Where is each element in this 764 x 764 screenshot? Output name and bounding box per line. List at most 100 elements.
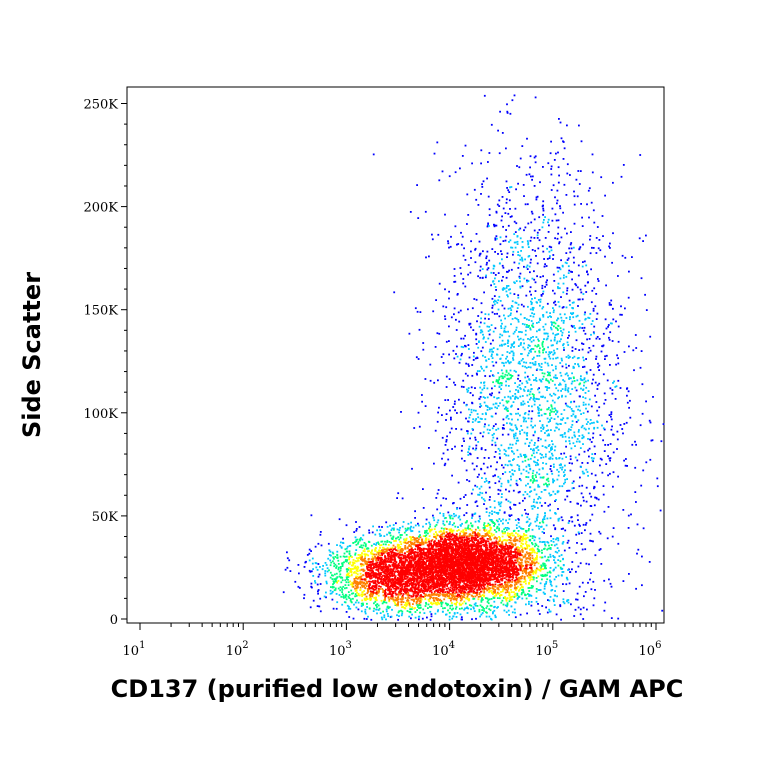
- data-point: [571, 410, 574, 412]
- data-point: [440, 600, 443, 602]
- data-point: [604, 601, 607, 604]
- data-point: [609, 472, 611, 475]
- data-point: [457, 311, 460, 314]
- data-point: [563, 602, 566, 605]
- data-point: [516, 557, 519, 559]
- data-point: [530, 396, 532, 399]
- data-point: [514, 396, 517, 399]
- data-point: [346, 570, 349, 573]
- data-point: [562, 343, 565, 345]
- data-point: [573, 434, 576, 437]
- data-point: [558, 266, 561, 269]
- data-point: [461, 618, 463, 621]
- data-point: [474, 436, 477, 439]
- data-point: [624, 256, 627, 259]
- data-point: [336, 557, 339, 559]
- data-point: [481, 418, 483, 420]
- data-point: [490, 271, 493, 274]
- data-point: [408, 332, 411, 335]
- data-point: [466, 612, 469, 614]
- data-point: [500, 496, 503, 498]
- data-point: [562, 564, 565, 567]
- data-point: [481, 388, 484, 391]
- data-point: [487, 424, 490, 427]
- data-point: [518, 589, 520, 592]
- data-point: [452, 406, 455, 408]
- data-point: [545, 582, 547, 585]
- data-point: [509, 596, 512, 599]
- data-point: [332, 607, 335, 610]
- data-point: [501, 258, 503, 261]
- data-point: [360, 563, 363, 565]
- data-point: [355, 587, 358, 590]
- data-point: [336, 554, 339, 557]
- data-point: [543, 516, 546, 518]
- data-point: [509, 463, 512, 466]
- data-point: [449, 607, 452, 610]
- data-point: [408, 544, 411, 546]
- data-point: [533, 539, 536, 542]
- data-point: [555, 326, 557, 329]
- data-point: [538, 354, 541, 357]
- data-point: [488, 486, 491, 489]
- data-point: [400, 411, 402, 413]
- data-point: [602, 373, 605, 376]
- data-point: [522, 543, 524, 545]
- data-point: [568, 462, 571, 464]
- data-point: [364, 543, 367, 546]
- data-point: [502, 240, 505, 242]
- data-point: [586, 271, 588, 273]
- data-point: [445, 419, 447, 421]
- data-point: [487, 599, 490, 602]
- data-point: [559, 313, 562, 316]
- data-point: [572, 410, 575, 413]
- data-point: [393, 540, 395, 542]
- data-point: [485, 359, 487, 362]
- data-point: [517, 391, 520, 393]
- data-point: [586, 471, 589, 473]
- data-point: [542, 213, 544, 216]
- data-point: [548, 599, 551, 602]
- data-point: [427, 538, 430, 541]
- data-point: [513, 261, 516, 264]
- data-point: [532, 336, 534, 338]
- data-point: [485, 413, 487, 416]
- data-point: [536, 471, 538, 474]
- data-point: [605, 284, 607, 287]
- data-point: [373, 607, 375, 610]
- data-point: [534, 96, 537, 99]
- data-point: [579, 246, 582, 248]
- data-point: [552, 273, 555, 276]
- data-point: [399, 549, 402, 552]
- data-point: [550, 395, 553, 397]
- data-point: [543, 587, 546, 590]
- data-point: [543, 258, 545, 260]
- data-point: [497, 501, 500, 504]
- data-point: [544, 361, 547, 364]
- data-point: [332, 574, 334, 577]
- data-point: [589, 519, 592, 522]
- data-point: [608, 338, 611, 341]
- data-point: [351, 592, 353, 595]
- data-point: [581, 342, 583, 345]
- data-point: [392, 600, 395, 603]
- data-point: [401, 497, 404, 500]
- data-point: [540, 409, 542, 411]
- data-point: [529, 166, 531, 169]
- data-point: [425, 523, 428, 525]
- data-point: [511, 246, 514, 249]
- data-point: [557, 470, 560, 473]
- data-point: [493, 525, 495, 527]
- data-point: [456, 243, 458, 246]
- data-point: [502, 427, 504, 430]
- data-point: [453, 357, 456, 360]
- data-point: [497, 592, 500, 595]
- data-point: [554, 550, 557, 553]
- data-point: [372, 591, 375, 594]
- data-point: [383, 548, 386, 551]
- data-point: [386, 525, 389, 528]
- data-point: [396, 597, 398, 600]
- data-point: [527, 390, 529, 392]
- data-point: [497, 488, 500, 491]
- data-point: [476, 320, 478, 323]
